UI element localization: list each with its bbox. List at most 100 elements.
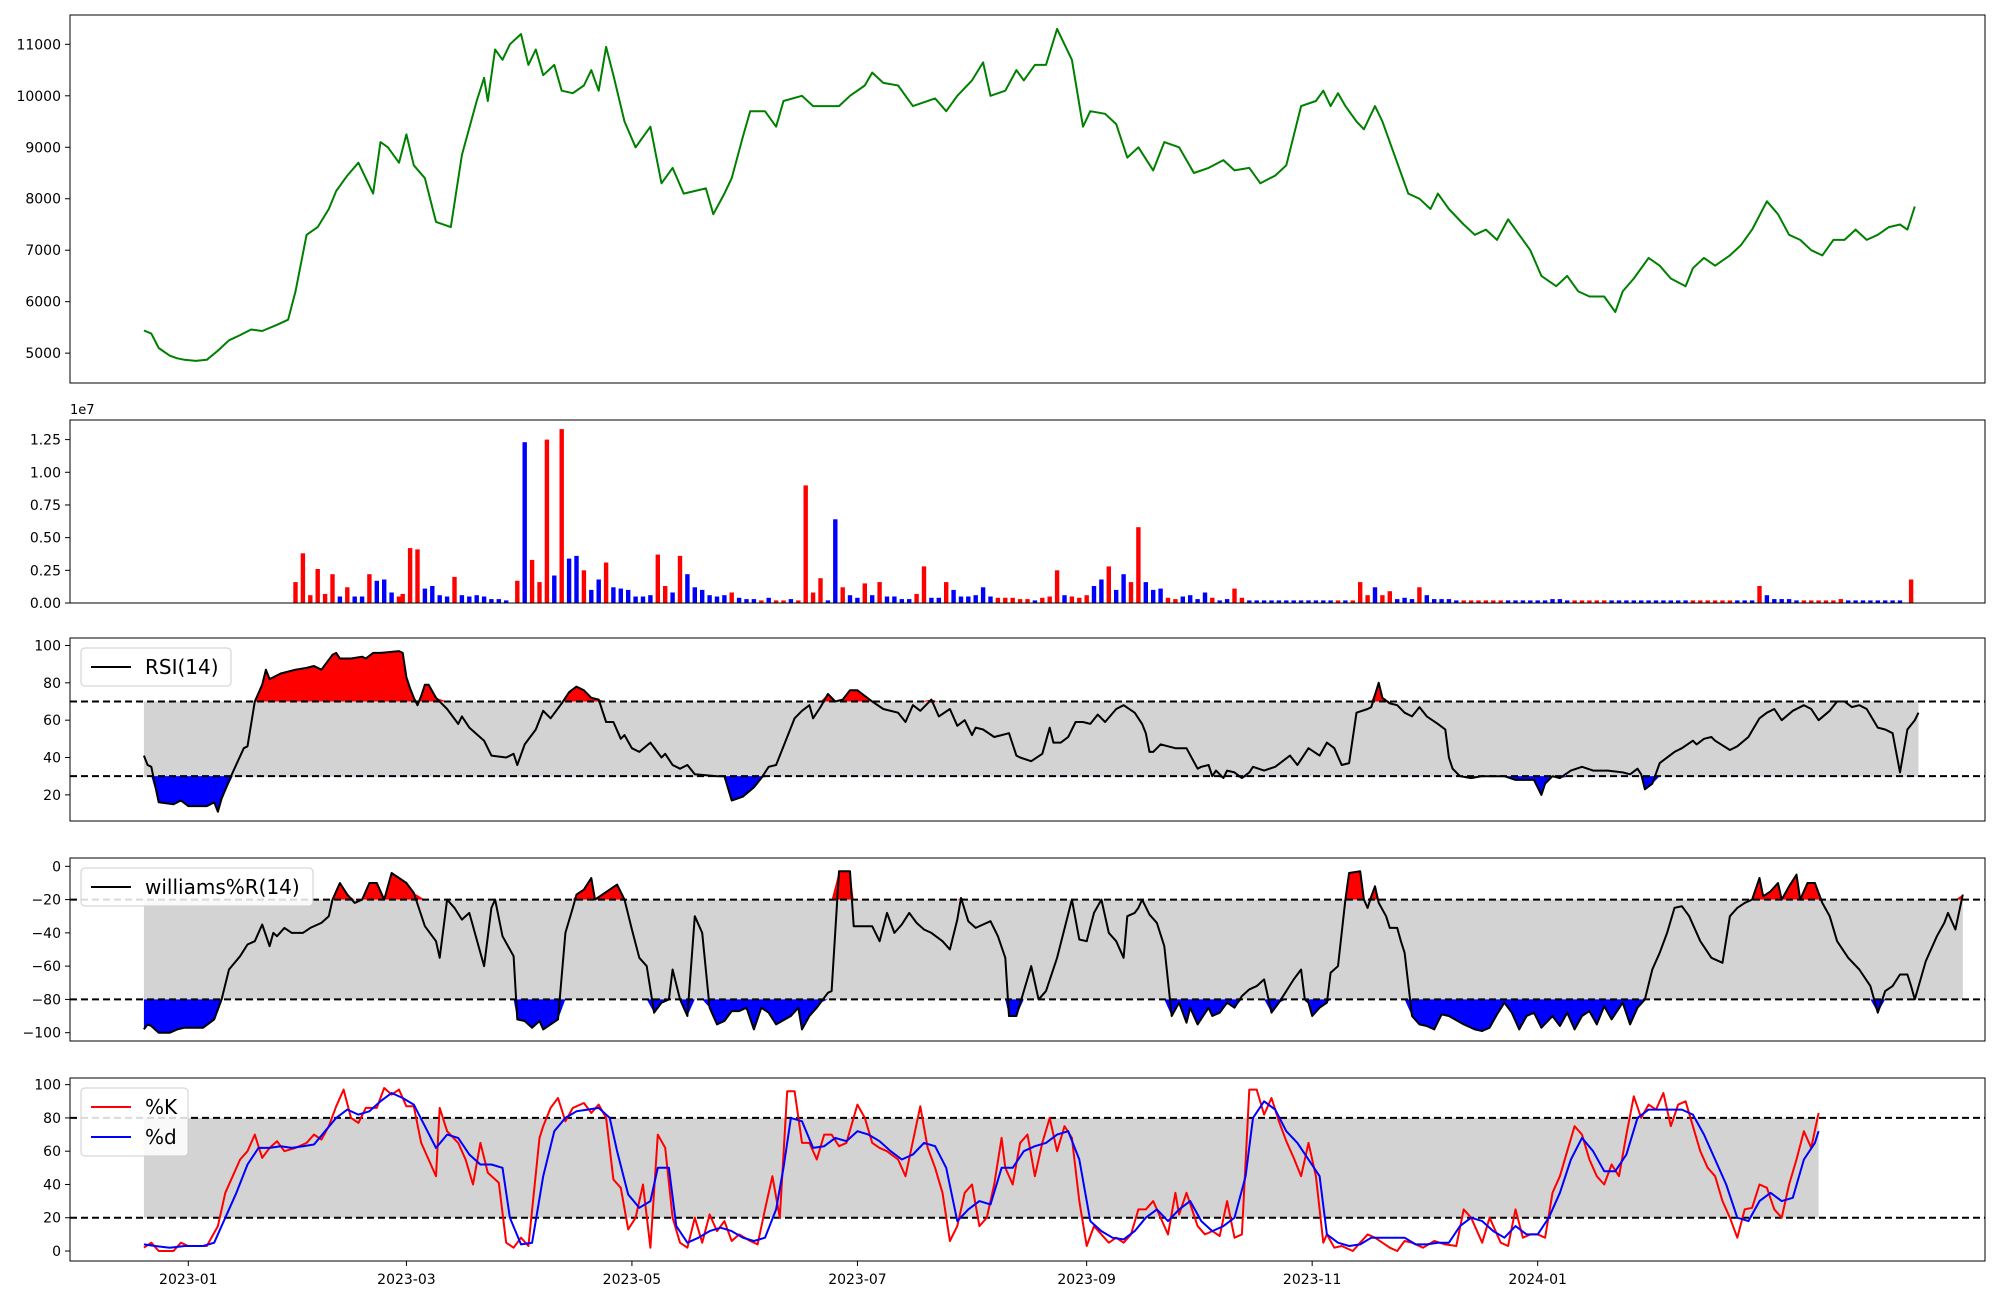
x-tick-label: 2023-09 <box>1057 1272 1116 1288</box>
volume-bar <box>1735 600 1740 603</box>
volume-bar <box>1698 600 1703 603</box>
volume-bar <box>1624 600 1629 603</box>
rsi-ytick-label: 20 <box>43 788 61 804</box>
volume-bar <box>677 555 683 603</box>
volume-bar <box>1639 600 1644 603</box>
volume-bar <box>1091 586 1097 603</box>
volume-bar <box>1195 599 1200 603</box>
volume-bar <box>1409 599 1415 603</box>
volume-bar <box>1653 600 1659 603</box>
volume-bar <box>1461 600 1466 603</box>
volume-bar <box>980 587 986 603</box>
williams-line <box>143 870 1964 1034</box>
volume-bar <box>552 575 557 603</box>
volume-bar <box>407 548 413 603</box>
volume-bar <box>633 596 638 603</box>
williams-neutral-band <box>143 899 1963 1000</box>
volume-bar <box>1372 587 1378 603</box>
volume-bar <box>603 562 609 603</box>
volume-bar <box>1772 599 1777 603</box>
volume-bar <box>1446 599 1452 603</box>
volume-bar <box>537 582 542 603</box>
volume-bar <box>1143 582 1148 603</box>
volume-bar <box>1476 600 1481 603</box>
stochastic-legend: %K %d <box>80 1087 189 1157</box>
volume-ytick-label: 0.50 <box>30 531 61 547</box>
volume-bar <box>899 599 904 603</box>
volume-bar <box>759 600 764 603</box>
volume-bar <box>1609 600 1614 603</box>
volume-bar <box>1032 600 1038 603</box>
d-line <box>143 1092 1820 1249</box>
volume-bar <box>300 553 306 603</box>
volume-bar <box>862 583 867 603</box>
volume-bar <box>870 595 875 603</box>
volume-bar <box>1498 600 1503 603</box>
stochastic-legend-box <box>80 1087 189 1157</box>
volume-bar <box>1602 600 1607 603</box>
volume-bar <box>714 596 720 603</box>
price-ytick-label: 10000 <box>16 89 61 105</box>
volume-bar <box>722 595 727 603</box>
volume-bar <box>1491 600 1496 603</box>
volume-bar <box>847 595 853 603</box>
volume-bar <box>352 596 357 603</box>
volume-bar <box>1594 600 1599 603</box>
volume-bar <box>1017 599 1023 603</box>
volume-bar <box>1224 599 1230 603</box>
volume-bar <box>700 589 705 603</box>
volume-bar <box>825 600 831 603</box>
volume-bar <box>444 596 450 603</box>
volume-bar <box>1202 592 1208 603</box>
volume-bar <box>936 597 941 603</box>
volume-bar <box>1505 600 1511 603</box>
rsi-ytick-label: 60 <box>43 713 61 729</box>
volume-bar <box>422 588 428 603</box>
volume-bar <box>877 582 882 603</box>
volume-ytick-label: 1.00 <box>30 465 61 481</box>
x-tick-label: 2023-11 <box>1283 1272 1342 1288</box>
volume-bar <box>1276 600 1282 603</box>
williams-legend-label: williams%R(14) <box>145 875 300 899</box>
price-ytick-label: 7000 <box>25 243 61 259</box>
volume-bar <box>566 558 572 603</box>
volume-bar <box>640 596 646 603</box>
volume-bar <box>833 519 838 603</box>
volume-bar <box>1683 600 1688 603</box>
volume-bar <box>308 595 313 603</box>
x-tick-label: 2023-03 <box>377 1272 436 1288</box>
williams-ytick-label: −60 <box>31 959 61 975</box>
volume-bar <box>1402 597 1407 603</box>
volume-bar <box>1483 600 1489 603</box>
williams-oversold-fill <box>143 999 1963 1033</box>
volume-bar <box>1040 597 1045 603</box>
volume-bar <box>1528 600 1533 603</box>
price-ytick-label: 9000 <box>25 140 61 156</box>
volume-bar <box>1062 595 1067 603</box>
rsi-neutral-band <box>143 701 1919 777</box>
volume-bar <box>1239 597 1245 603</box>
volume-bar <box>574 555 579 603</box>
volume-ytick-label: 0.25 <box>30 563 61 579</box>
stochastic-panel-frame <box>69 1077 1986 1262</box>
rsi-panel-frame <box>69 637 1986 822</box>
volume-bar <box>855 597 860 603</box>
volume-bar <box>1816 600 1821 603</box>
volume-bar <box>618 588 623 603</box>
volume-bar <box>884 596 890 603</box>
volume-bar <box>1779 599 1784 603</box>
volume-bar <box>1136 527 1141 603</box>
volume-bar <box>430 586 435 603</box>
volume-bar <box>1831 600 1836 603</box>
volume-bar <box>581 570 587 603</box>
volume-bar <box>611 587 616 603</box>
rsi-overbought-fill <box>143 651 1919 702</box>
rsi-ytick-label: 100 <box>34 638 61 654</box>
volume-bar <box>1284 600 1289 603</box>
k-line <box>143 1087 1820 1252</box>
volume-ytick-label: 0.75 <box>30 498 61 514</box>
stochastic-ytick-label: 100 <box>34 1078 61 1094</box>
volume-bar <box>1165 597 1171 603</box>
x-tick-label: 2023-01 <box>159 1272 218 1288</box>
volume-bar <box>1010 597 1015 603</box>
